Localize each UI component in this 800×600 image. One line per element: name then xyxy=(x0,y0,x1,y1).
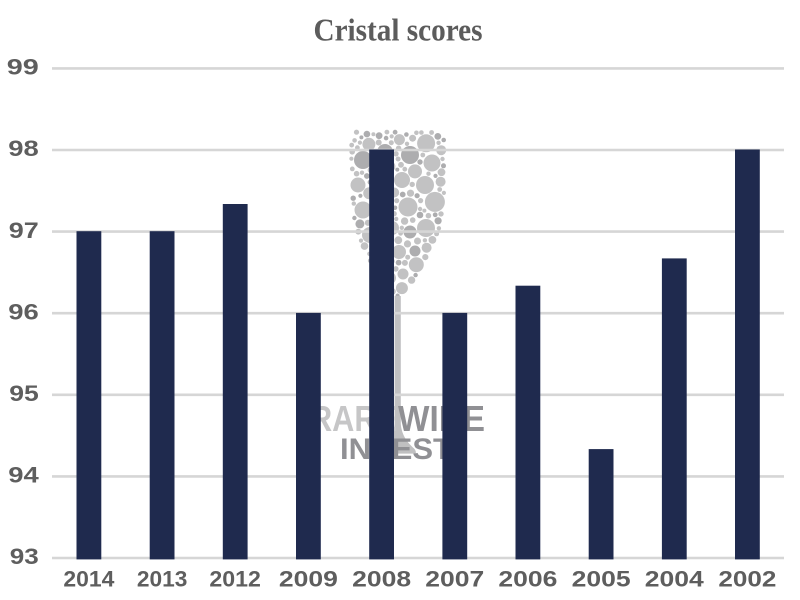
svg-text:96: 96 xyxy=(8,299,39,324)
svg-text:94: 94 xyxy=(8,463,39,488)
svg-text:2006: 2006 xyxy=(498,566,557,591)
svg-text:99: 99 xyxy=(7,55,39,80)
svg-text:2004: 2004 xyxy=(645,566,705,591)
svg-text:WINE: WINE xyxy=(398,398,485,439)
svg-text:2009: 2009 xyxy=(279,566,338,591)
svg-text:95: 95 xyxy=(9,381,39,406)
svg-text:INVEST: INVEST xyxy=(340,433,452,466)
svg-text:Cristal scores: Cristal scores xyxy=(314,12,483,48)
svg-text:93: 93 xyxy=(10,544,39,569)
svg-text:2012: 2012 xyxy=(209,566,261,591)
svg-text:2007: 2007 xyxy=(425,566,484,591)
svg-text:2005: 2005 xyxy=(572,566,631,591)
svg-text:2008: 2008 xyxy=(352,566,411,591)
svg-text:2014: 2014 xyxy=(63,566,115,591)
svg-text:2002: 2002 xyxy=(718,566,776,591)
svg-text:97: 97 xyxy=(9,218,39,243)
svg-text:98: 98 xyxy=(8,136,39,161)
svg-text:2013: 2013 xyxy=(137,566,188,591)
